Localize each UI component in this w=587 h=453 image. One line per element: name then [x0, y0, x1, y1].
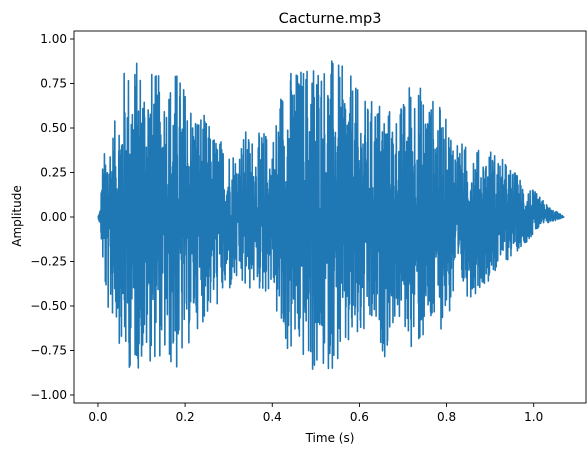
- y-tick-label: 0.75: [40, 77, 67, 91]
- y-tick-label: 0.00: [40, 210, 67, 224]
- x-tick-label: 0.0: [88, 410, 107, 424]
- y-tick-label: −0.25: [30, 255, 67, 269]
- y-tick-label: −0.75: [30, 344, 67, 358]
- waveform-series-line: [97, 60, 565, 370]
- y-axis: −1.00 −0.75 −0.50 −0.25 0.00 0.25 0.50 0.75 1.00: [30, 32, 74, 402]
- y-tick-label: −1.00: [30, 388, 67, 402]
- y-axis-label: Amplitude: [10, 185, 24, 247]
- y-tick-label: −0.50: [30, 299, 67, 313]
- x-tick-label: 0.2: [176, 410, 195, 424]
- x-tick-label: 0.6: [350, 410, 369, 424]
- y-tick-label: 0.50: [40, 121, 67, 135]
- plot-area: [97, 60, 565, 370]
- y-tick-label: 0.25: [40, 166, 67, 180]
- x-tick-label: 0.8: [437, 410, 456, 424]
- chart-title: Cacturne.mp3: [279, 11, 382, 27]
- x-tick-label: 0.4: [263, 410, 282, 424]
- x-axis-label: Time (s): [305, 431, 355, 445]
- x-axis: 0.0 0.2 0.4 0.6 0.8 1.0: [88, 403, 543, 424]
- y-tick-label: 1.00: [40, 32, 67, 46]
- x-tick-label: 1.0: [524, 410, 543, 424]
